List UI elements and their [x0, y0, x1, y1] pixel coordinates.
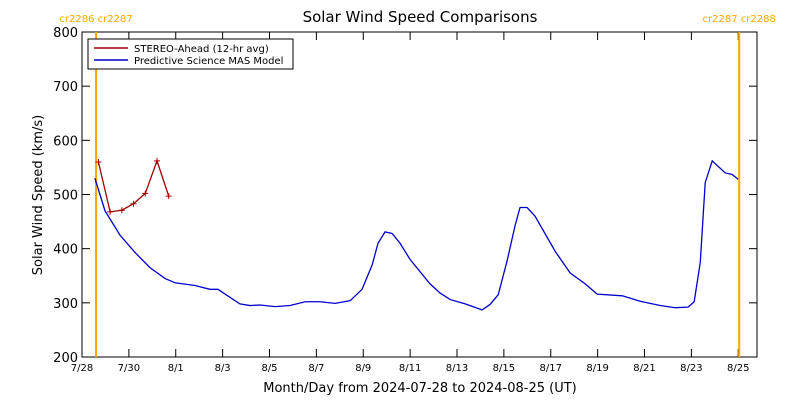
x-tick-label: 8/9	[355, 363, 371, 374]
y-tick-label: 500	[53, 189, 78, 204]
rotation-label: cr2287 cr2288	[703, 14, 776, 25]
x-tick-label: 8/21	[633, 363, 655, 374]
y-tick-label: 700	[53, 80, 78, 95]
x-tick-label: 7/30	[118, 363, 140, 374]
x-tick-label: 8/11	[399, 363, 421, 374]
x-tick-label: 7/28	[71, 363, 93, 374]
series-line	[94, 159, 739, 311]
point-marker	[165, 193, 172, 200]
rotation-label: cr2286 cr2287	[59, 14, 132, 25]
point-marker	[154, 157, 160, 164]
legend-box	[87, 38, 294, 70]
legend: STEREO-Ahead (12-hr avg)Predictive Scien…	[87, 38, 294, 70]
x-tick-label: 8/1	[168, 363, 184, 374]
x-tick-label: 8/3	[215, 363, 231, 374]
x-tick-label: 8/23	[680, 363, 702, 374]
x-tick-label: 8/15	[493, 363, 515, 374]
point-marker	[142, 190, 149, 197]
x-tick-label: 8/5	[261, 363, 277, 374]
legend-label: STEREO-Ahead (12-hr avg)	[134, 44, 269, 55]
x-axis-label: Month/Day from 2024-07-28 to 2024-08-25 …	[263, 381, 576, 396]
y-axis-label: Solar Wind Speed (km/s)	[31, 115, 46, 275]
y-tick-label: 600	[53, 134, 78, 149]
x-tick-label: 8/7	[308, 363, 324, 374]
x-tick-label: 8/13	[446, 363, 468, 374]
y-tick-label: 200	[53, 351, 78, 366]
x-tick-label: 8/25	[727, 363, 749, 374]
point-marker	[107, 208, 114, 215]
point-marker	[130, 200, 137, 207]
legend-label: Predictive Science MAS Model	[134, 56, 283, 67]
y-tick-label: 400	[53, 243, 78, 258]
point-marker	[95, 159, 102, 165]
point-marker	[118, 207, 125, 214]
y-tick-label: 800	[53, 26, 78, 41]
x-tick-label: 8/19	[586, 363, 608, 374]
chart-title: Solar Wind Speed Comparisons	[303, 8, 538, 26]
y-tick-label: 300	[53, 297, 78, 312]
x-tick-label: 8/17	[540, 363, 562, 374]
